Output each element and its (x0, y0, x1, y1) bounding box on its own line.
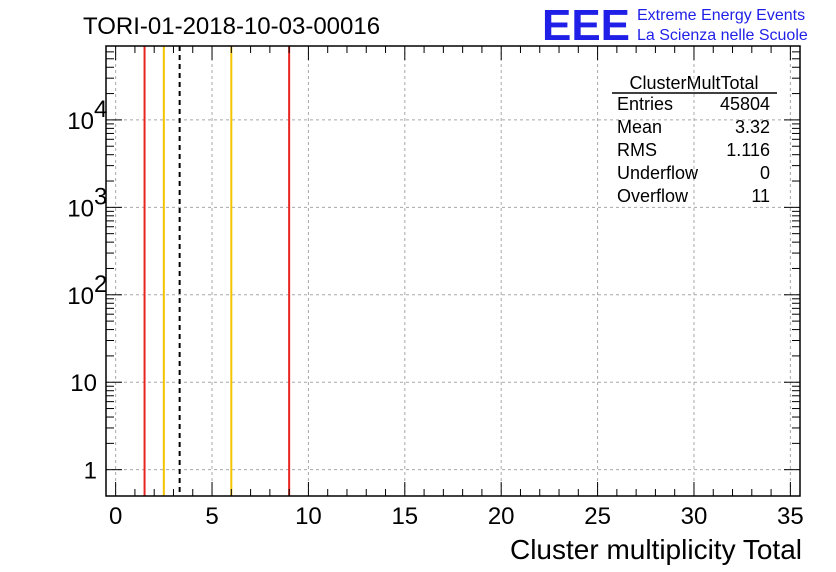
histogram-bin (386, 369, 405, 496)
y-tick-label: 1 (84, 458, 97, 485)
histogram-bin (405, 396, 424, 496)
y-tick-label: 10 (67, 283, 94, 310)
y-tick-exponent: 3 (94, 183, 107, 210)
y-tick-label: 10 (70, 370, 97, 397)
histogram-bin (212, 221, 231, 496)
stats-row-value: 3.32 (735, 117, 770, 137)
x-tick-label: 30 (681, 503, 708, 530)
histogram-bin (771, 470, 790, 496)
x-tick-labels: 0 5 10 15 20 25 30 35 (109, 503, 804, 530)
histogram-bin (328, 333, 347, 496)
stats-row-value: 11 (751, 186, 770, 206)
stats-row-label: Mean (617, 117, 662, 137)
stats-row-value: 45804 (720, 94, 770, 114)
logo-subtitle-2: La Scienza nelle Scuole (637, 27, 808, 44)
plot-frame (105, 45, 801, 497)
y-tick-label: 10 (67, 195, 94, 222)
x-tick-label: 5 (205, 503, 218, 530)
stats-title: ClusterMultTotal (629, 73, 758, 93)
x-axis-label: Cluster multiplicity Total (510, 534, 802, 565)
axes-box (105, 45, 801, 497)
histogram-bin (424, 382, 443, 496)
eee-logo: EEE (542, 1, 630, 50)
histogram-bin (270, 279, 289, 496)
marker-lines (143, 46, 291, 496)
x-tick-label: 0 (109, 503, 122, 530)
y-tick-exponent: 2 (94, 271, 107, 298)
x-tick-label: 15 (391, 503, 418, 530)
stats-row-label: Overflow (617, 186, 689, 206)
stats-row-label: Underflow (617, 163, 699, 183)
x-tick-label: 25 (584, 503, 611, 530)
histogram-bin (173, 157, 192, 496)
histogram-bin (694, 470, 713, 496)
histogram-bars (106, 69, 800, 498)
axis-ticks (106, 45, 800, 496)
logo-subtitle-1: Extreme Energy Events (637, 7, 805, 24)
histogram-bin (251, 271, 270, 496)
histogram-bin (231, 253, 250, 496)
histogram-bin (443, 417, 462, 496)
histogram-bin (347, 343, 366, 496)
histogram-bin (501, 417, 520, 496)
grid-lines (106, 46, 800, 496)
histogram-bin (308, 317, 327, 496)
histogram-bin (752, 470, 771, 496)
histogram-bin (540, 470, 559, 496)
x-tick-label: 35 (777, 503, 804, 530)
stats-row-label: RMS (617, 140, 657, 160)
histogram-bin (289, 300, 308, 496)
y-tick-exponent: 4 (94, 96, 107, 123)
stats-box: ClusterMultTotal Entries 45804 Mean 3.32 RMS… (612, 73, 777, 206)
run-title: TORI-01-2018-10-03-00016 (83, 13, 380, 40)
histogram-bin (193, 195, 212, 496)
stats-row-label: Entries (617, 94, 673, 114)
histogram-bin (366, 342, 385, 496)
x-tick-label: 20 (488, 503, 515, 530)
stats-row-value: 1.116 (726, 140, 770, 160)
y-tick-label: 10 (67, 108, 94, 135)
x-tick-label: 10 (295, 503, 322, 530)
histogram-bin (463, 402, 482, 496)
stats-row-value: 0 (760, 163, 770, 183)
histogram-bin (520, 428, 539, 496)
histogram-bin (713, 470, 732, 496)
